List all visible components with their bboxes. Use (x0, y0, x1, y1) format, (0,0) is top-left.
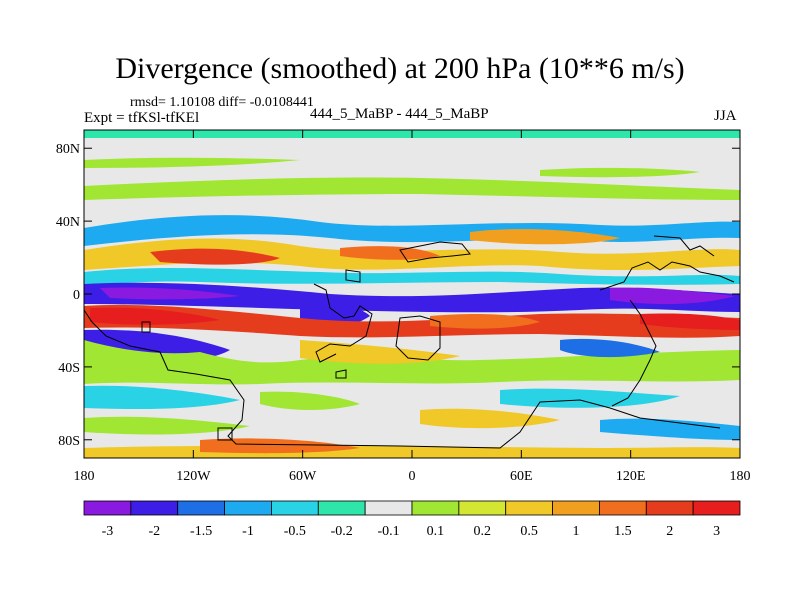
colorbar-swatch (271, 500, 319, 516)
colorbar-swatch (458, 500, 507, 516)
colorbar-label: -3 (102, 524, 114, 539)
y-tick-label: 80S (58, 434, 80, 449)
x-tick-label: 180 (730, 469, 751, 484)
colorbar-label: 0.1 (427, 524, 445, 539)
colorbar-label: -0.5 (284, 524, 306, 539)
experiment-label: Expt = tfKSl-tfKEl (84, 110, 200, 126)
x-tick-label: 120W (176, 469, 211, 484)
season-label: JJA (714, 108, 737, 124)
x-tick-label: 180 (74, 469, 95, 484)
colorbar-swatch (552, 500, 600, 516)
colorbar-swatch (317, 500, 366, 516)
stats-label: rmsd= 1.10108 diff= -0.0108441 (130, 95, 314, 110)
colorbar-swatch (645, 500, 694, 516)
colorbar-label: -2 (148, 524, 160, 539)
x-tick-label: 60E (510, 469, 533, 484)
colorbar-label: -0.1 (377, 524, 399, 539)
colorbar-label: 3 (713, 524, 720, 539)
colorbar-swatch (505, 500, 553, 516)
coastline-outline (84, 235, 735, 449)
colorbar-swatch (364, 500, 413, 516)
y-tick-label: 0 (73, 288, 80, 303)
colorbar-label: 1.5 (614, 524, 632, 539)
y-tick-label: 40N (56, 215, 80, 230)
x-tick-label: 60W (289, 469, 317, 484)
case-label: 444_5_MaBP - 444_5_MaBP (310, 106, 489, 122)
page-title: Divergence (smoothed) at 200 hPa (10**6 … (115, 52, 685, 85)
colorbar-swatch (177, 500, 225, 516)
colorbar-label: 1 (573, 524, 580, 539)
colorbar-label: 2 (666, 524, 673, 539)
colorbar-swatch (130, 500, 179, 516)
x-tick-label: 0 (409, 469, 416, 484)
colorbar-swatch (83, 500, 132, 516)
colorbar: -3 -2 -1.5 -1 -0.5 -0.2 -0.1 0.1 0.2 0.5 1 1.5 2 3 (83, 500, 741, 539)
colorbar-swatch (224, 500, 272, 516)
colorbar-swatch (599, 500, 647, 516)
colorbar-label: 0.2 (474, 524, 492, 539)
colorbar-label: 0.5 (520, 524, 538, 539)
x-tick-label: 120E (616, 469, 646, 484)
colorbar-swatch (692, 500, 741, 516)
y-tick-label: 40S (58, 361, 80, 376)
colorbar-label: -0.2 (331, 524, 353, 539)
y-tick-label: 80N (56, 142, 80, 157)
colorbar-swatch (411, 500, 460, 516)
colorbar-label: -1.5 (190, 524, 212, 539)
divergence-field (84, 130, 740, 458)
colorbar-label: -1 (242, 524, 254, 539)
map-axes: 180 120W 60W 0 60E 120E 180 80N 40N 0 40S 80S (56, 130, 751, 484)
